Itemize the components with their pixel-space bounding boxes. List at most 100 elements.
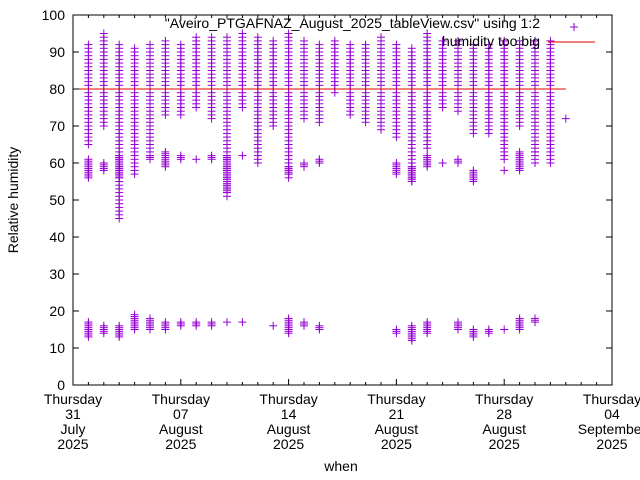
x-tick-label: Thursday xyxy=(152,391,210,407)
legend-marker-points xyxy=(570,23,578,31)
x-tick-label: 07 xyxy=(173,406,189,422)
chart-title-legend-entry: "Aveiro_PTGAFNAZ_August_2025_tableView.c… xyxy=(165,15,540,31)
data-point xyxy=(207,33,216,42)
x-tick-label: Thursday xyxy=(475,391,533,407)
data-point xyxy=(192,318,201,327)
data-point xyxy=(146,314,154,323)
data-point xyxy=(546,36,555,45)
data-point xyxy=(269,321,278,330)
data-point xyxy=(407,321,416,330)
data-point xyxy=(484,40,493,49)
x-tick-label: 2025 xyxy=(381,436,412,452)
data-point xyxy=(130,310,139,319)
data-point xyxy=(238,151,247,160)
data-point xyxy=(238,318,247,327)
data-point xyxy=(454,36,462,45)
data-point xyxy=(192,155,201,164)
x-tick-label: 28 xyxy=(496,406,512,422)
data-points xyxy=(84,29,570,345)
data-point xyxy=(146,151,154,160)
data-point xyxy=(515,314,524,323)
y-tick-label: 40 xyxy=(49,229,65,245)
y-tick-label: 20 xyxy=(49,303,65,319)
data-point xyxy=(161,147,170,156)
data-point xyxy=(223,151,231,160)
y-tick-label: 60 xyxy=(49,155,65,171)
data-point xyxy=(192,33,201,42)
x-tick-label: August xyxy=(482,421,526,437)
data-point xyxy=(469,166,478,175)
data-point xyxy=(238,29,247,38)
data-point xyxy=(115,321,124,330)
data-point xyxy=(361,40,370,49)
data-point xyxy=(515,36,524,45)
data-point xyxy=(438,36,447,45)
x-tick-label: 04 xyxy=(604,406,620,422)
data-point xyxy=(407,162,416,171)
x-axis-label: when xyxy=(323,458,357,474)
x-tick-label: 2025 xyxy=(165,436,196,452)
data-point xyxy=(176,151,185,160)
data-point xyxy=(284,314,293,323)
x-tick-label: August xyxy=(375,421,419,437)
x-tick-label: 2025 xyxy=(596,436,627,452)
data-point xyxy=(84,40,93,49)
data-point xyxy=(438,159,447,167)
x-tick-label: Thursday xyxy=(259,391,317,407)
data-point xyxy=(515,147,524,156)
data-point xyxy=(115,40,124,49)
data-point xyxy=(84,155,93,164)
data-point xyxy=(392,159,401,167)
data-point xyxy=(176,318,185,327)
data-point xyxy=(99,29,108,38)
data-point xyxy=(223,318,231,327)
x-tick-label: 14 xyxy=(281,406,297,422)
data-point xyxy=(392,325,401,334)
y-tick-label: 10 xyxy=(49,340,65,356)
data-point xyxy=(392,40,401,49)
y-tick-label: 100 xyxy=(42,7,66,23)
x-tick-label: 2025 xyxy=(273,436,304,452)
y-tick-label: 0 xyxy=(57,377,65,393)
data-point xyxy=(500,36,509,45)
x-tick-label: September xyxy=(578,421,640,437)
data-point xyxy=(500,166,509,175)
data-point xyxy=(130,159,139,167)
data-point xyxy=(300,36,308,45)
data-point xyxy=(315,155,324,164)
data-point xyxy=(407,44,416,53)
data-point xyxy=(346,40,355,49)
data-point xyxy=(99,159,108,167)
data-point xyxy=(269,36,278,45)
data-point xyxy=(531,36,539,45)
data-point xyxy=(115,151,124,160)
data-point xyxy=(176,40,185,49)
legend-entry-threshold: humidity too big xyxy=(442,33,540,49)
x-axis: Thursday31July2025Thursday07August2025Th… xyxy=(44,15,640,452)
x-tick-label: 2025 xyxy=(57,436,88,452)
data-point xyxy=(500,325,509,334)
x-tick-label: August xyxy=(159,421,203,437)
x-tick-label: August xyxy=(267,421,311,437)
data-point xyxy=(300,318,308,327)
data-point xyxy=(469,325,478,334)
data-point xyxy=(130,44,139,53)
data-point xyxy=(330,36,339,45)
x-tick-label: Thursday xyxy=(44,391,102,407)
data-point xyxy=(161,36,170,45)
data-point xyxy=(484,325,493,334)
y-axis: 0 10 20 30 40 50 60 70 80 90 100 xyxy=(42,7,612,393)
y-tick-label: 50 xyxy=(49,192,65,208)
y-axis-label: Relative humidity xyxy=(5,147,21,254)
y-tick-label: 80 xyxy=(49,81,65,97)
data-point xyxy=(99,321,108,330)
x-tick-label: 31 xyxy=(65,406,81,422)
data-point xyxy=(469,40,478,49)
y-tick-label: 90 xyxy=(49,44,65,60)
data-point xyxy=(454,318,462,327)
x-tick-label: 2025 xyxy=(489,436,520,452)
x-tick-label: 21 xyxy=(389,406,405,422)
data-point xyxy=(223,33,231,42)
data-point xyxy=(284,29,293,38)
